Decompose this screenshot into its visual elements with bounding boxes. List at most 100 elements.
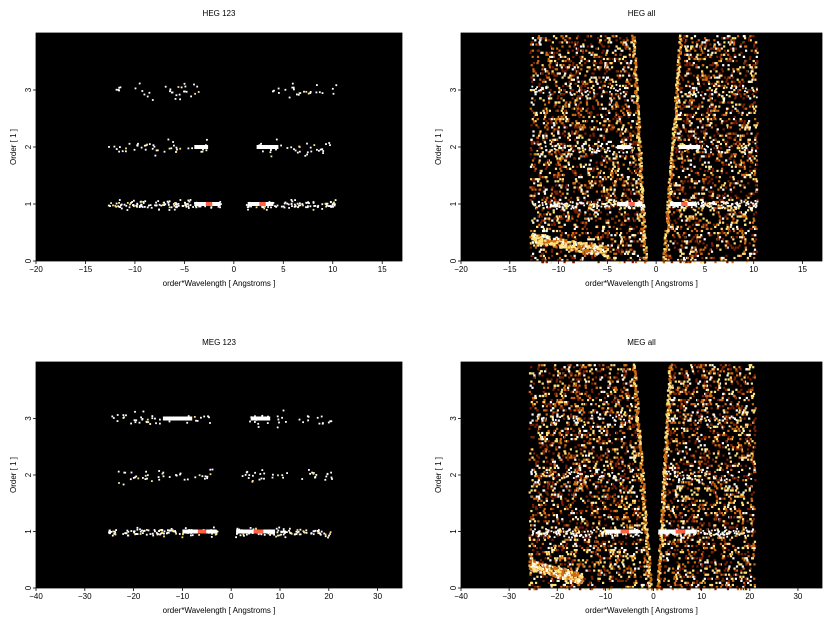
- heatmap-cell: [630, 41, 633, 44]
- heatmap-cell: [716, 76, 719, 79]
- heatmap-cell: [603, 190, 606, 193]
- heatmap-cell: [719, 43, 722, 46]
- heatmap-cell: [575, 51, 578, 54]
- heatmap-cell: [754, 138, 757, 141]
- heatmap-cell: [545, 86, 548, 90]
- heatmap-cell: [623, 223, 626, 226]
- heatmap-cell: [564, 205, 568, 208]
- heatmap-cell: [675, 77, 679, 80]
- heatmap-cell: [177, 86, 180, 88]
- heatmap-cell: [697, 219, 701, 222]
- heatmap-cell: [541, 261, 544, 264]
- heatmap-cell: [725, 227, 728, 230]
- heatmap-cell: [691, 64, 694, 67]
- heatmap-cell: [555, 101, 558, 104]
- heatmap-cell: [574, 138, 577, 141]
- heatmap-cell: [552, 53, 555, 56]
- heatmap-cell: [550, 132, 553, 135]
- heatmap-cell: [275, 206, 278, 208]
- heatmap-cell: [546, 180, 549, 183]
- heatmap-cell: [559, 217, 562, 220]
- heatmap-cell: [592, 134, 595, 137]
- heatmap-cell: [564, 186, 567, 189]
- heatmap-cell: [556, 205, 558, 208]
- heatmap-cell: [755, 86, 758, 90]
- heatmap-cell: [736, 91, 740, 94]
- heatmap-cell: [627, 72, 630, 75]
- heatmap-cell: [715, 62, 718, 65]
- heatmap-cell: [710, 140, 713, 143]
- heatmap-cell: [626, 182, 629, 185]
- heatmap-cell: [536, 219, 539, 222]
- heatmap-cell: [664, 233, 667, 236]
- heatmap-cell: [726, 242, 729, 245]
- heatmap-cell: [619, 234, 622, 237]
- heatmap-cell: [155, 204, 158, 207]
- heatmap-cell: [705, 41, 708, 44]
- heatmap-cell: [536, 55, 540, 58]
- heatmap-cell: [553, 124, 556, 127]
- heatmap-cell: [694, 196, 698, 199]
- heatmap-cell: [598, 68, 601, 71]
- heatmap-cell: [531, 118, 534, 121]
- heatmap-cell: [756, 163, 759, 166]
- heatmap-cell: [589, 126, 592, 129]
- heatmap-cell: [588, 144, 590, 147]
- heatmap-cell: [554, 167, 558, 170]
- heatmap-cell: [645, 256, 648, 259]
- heatmap-cell: [590, 53, 593, 56]
- heatmap-cell: [595, 165, 598, 168]
- heatmap-cell: [687, 72, 690, 75]
- heatmap-cell: [742, 124, 745, 127]
- heatmap-cell: [606, 256, 609, 260]
- heatmap-cell: [641, 192, 644, 195]
- heatmap-cell: [549, 194, 553, 197]
- heatmap-cell: [605, 128, 608, 131]
- heatmap-cell: [596, 93, 599, 96]
- heatmap-cell: [753, 101, 756, 104]
- heatmap-cell: [536, 237, 540, 240]
- heatmap-cell: [561, 153, 564, 156]
- heatmap-cell: [322, 150, 325, 152]
- heatmap-cell: [550, 149, 553, 152]
- heatmap-cell: [740, 120, 743, 123]
- heatmap-cell: [675, 124, 679, 127]
- heatmap-cell: [333, 201, 335, 204]
- heatmap-cell: [294, 149, 297, 152]
- heatmap-cell: [707, 169, 710, 172]
- heatmap-cell: [598, 41, 601, 44]
- heatmap-cell: [639, 182, 643, 186]
- heatmap-cell: [750, 208, 752, 211]
- heatmap-cell: [726, 201, 728, 204]
- heatmap-cell: [530, 163, 534, 166]
- heatmap-cell: [612, 161, 615, 164]
- heatmap-cell: [586, 86, 590, 90]
- heatmap-cell: [635, 186, 638, 189]
- heatmap-cell: [679, 49, 682, 52]
- heatmap-cell: [565, 167, 568, 170]
- heatmap-cell: [696, 236, 699, 239]
- heatmap-cell: [558, 89, 561, 92]
- heatmap-cell: [739, 184, 742, 187]
- heatmap-cell: [731, 84, 734, 87]
- heatmap-cell: [117, 89, 120, 91]
- heatmap-cell: [154, 154, 157, 157]
- heatmap-cell: [733, 153, 736, 156]
- heatmap-cell: [638, 238, 642, 241]
- heatmap-cell: [631, 217, 634, 220]
- heatmap-cell: [565, 91, 568, 94]
- heatmap-cell: [317, 204, 320, 207]
- heatmap-cell: [754, 163, 757, 166]
- heatmap-cell: [535, 43, 538, 46]
- heatmap-cell: [615, 101, 618, 104]
- heatmap-cell: [536, 244, 539, 247]
- heatmap-cell: [574, 103, 577, 106]
- heatmap-cell: [550, 188, 553, 191]
- heatmap-cell: [530, 76, 533, 79]
- heatmap-cell: [624, 194, 627, 197]
- heatmap-cell: [577, 111, 580, 114]
- heatmap-cell: [641, 215, 644, 218]
- heatmap-cell: [573, 74, 576, 77]
- heatmap-cell: [565, 111, 568, 114]
- heatmap-cell: [568, 246, 571, 249]
